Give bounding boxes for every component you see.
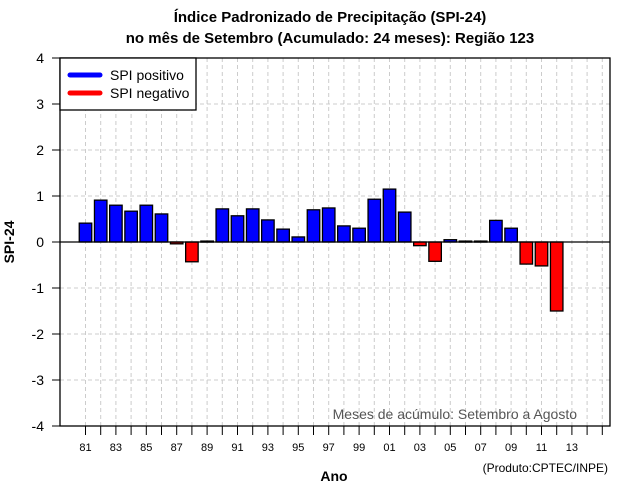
y-tick-label: -1 xyxy=(32,280,45,296)
bar-2009 xyxy=(504,227,519,243)
y-axis: 4 3 2 1 0 -1 -2 -3 -4 xyxy=(32,50,60,434)
bar-1988 xyxy=(184,241,199,263)
y-tick-label: 4 xyxy=(36,50,44,66)
bar-1992 xyxy=(245,208,260,243)
y-tick-label: -2 xyxy=(32,326,45,342)
x-tick-label: 99 xyxy=(353,442,365,454)
bars xyxy=(78,188,564,312)
product-credit: (Produto:CPTEC/INPE) xyxy=(483,461,608,475)
x-tick-label: 07 xyxy=(475,442,487,454)
x-tick-label: 87 xyxy=(171,442,183,454)
bar-1985 xyxy=(139,204,154,243)
y-tick-label: 2 xyxy=(36,142,44,158)
legend-label: SPI positivo xyxy=(110,67,184,83)
x-tick-label: 03 xyxy=(414,442,426,454)
x-tick-label: 05 xyxy=(444,442,456,454)
chart-subtitle: no mês de Setembro (Acumulado: 24 meses)… xyxy=(126,30,534,47)
bar-1986 xyxy=(154,213,169,243)
y-tick-label: -4 xyxy=(32,418,45,434)
x-tick-label: 89 xyxy=(201,442,213,454)
bar-2012 xyxy=(549,241,564,312)
y-tick-label: 1 xyxy=(36,188,44,204)
bar-1991 xyxy=(230,215,245,243)
x-tick-label: 91 xyxy=(231,442,243,454)
x-tick-label: 11 xyxy=(536,442,547,454)
chart-title: Índice Padronizado de Precipitação (SPI-… xyxy=(174,9,487,26)
bar-1981 xyxy=(78,222,93,243)
x-axis: 81 83 85 87 89 91 93 95 97 99 01 03 05 07 09 11 13 xyxy=(79,426,603,454)
bar-2000 xyxy=(367,198,382,243)
legend-label: SPI negativo xyxy=(110,85,190,101)
x-tick-label: 13 xyxy=(566,442,578,454)
bar-1994 xyxy=(276,228,291,243)
x-tick-label: 95 xyxy=(292,442,304,454)
bar-2008 xyxy=(488,219,503,243)
bar-1998 xyxy=(336,225,351,243)
bar-1993 xyxy=(260,219,275,243)
x-axis-label: Ano xyxy=(320,468,347,484)
x-tick-label: 83 xyxy=(110,442,122,454)
accumulation-annotation: Meses de acúmulo: Setembro a Agosto xyxy=(333,406,578,422)
y-axis-label: SPI-24 xyxy=(1,220,17,263)
y-tick-label: -3 xyxy=(32,372,45,388)
bar-2004 xyxy=(428,241,443,262)
x-tick-label: 93 xyxy=(262,442,274,454)
x-tick-label: 81 xyxy=(79,442,91,454)
legend: SPI positivo SPI negativo xyxy=(59,57,197,111)
bar-1984 xyxy=(124,210,138,243)
bar-2010 xyxy=(519,241,534,265)
bar-2002 xyxy=(397,211,412,243)
x-tick-label: 97 xyxy=(323,442,335,454)
bar-1997 xyxy=(321,207,336,243)
bar-1995 xyxy=(291,236,306,243)
bar-1990 xyxy=(215,208,230,243)
x-tick-label: 09 xyxy=(505,442,517,454)
y-tick-label: 3 xyxy=(36,96,44,112)
x-tick-label: 85 xyxy=(140,442,152,454)
legend-box xyxy=(59,57,197,111)
bar-1983 xyxy=(109,204,123,243)
bar-2011 xyxy=(534,241,549,267)
bar-1996 xyxy=(306,209,321,243)
bar-1999 xyxy=(352,227,367,243)
bar-2001 xyxy=(382,188,397,243)
x-tick-label: 01 xyxy=(383,442,395,454)
bar-1982 xyxy=(93,199,108,243)
y-tick-label: 0 xyxy=(36,234,44,250)
